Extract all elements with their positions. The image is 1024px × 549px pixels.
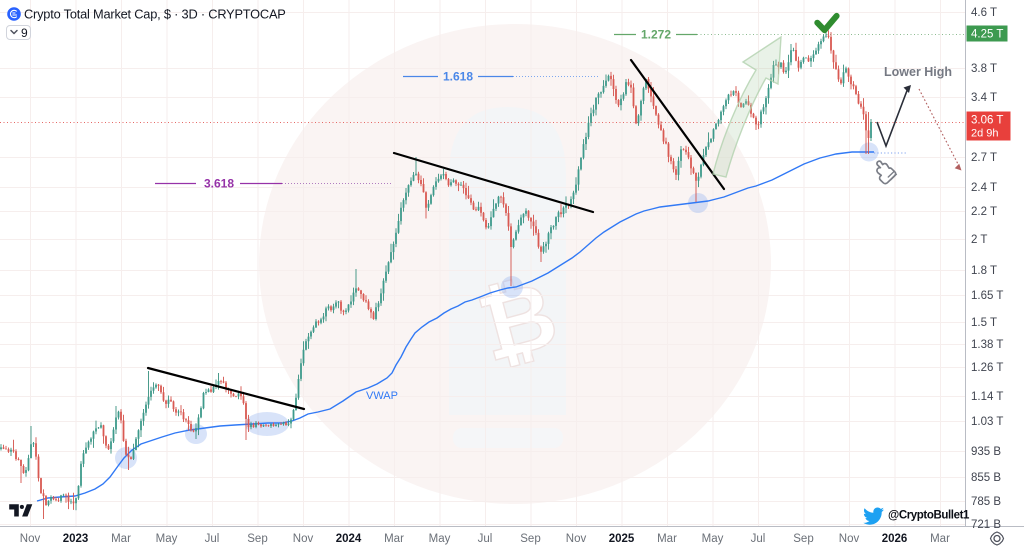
svg-text:855 B: 855 B [971,472,1001,484]
svg-text:935 B: 935 B [971,446,1001,458]
svg-text:Mar: Mar [930,533,950,545]
svg-text:Nov: Nov [293,533,314,545]
svg-text:May: May [429,533,451,545]
svg-text:Jul: Jul [751,533,766,545]
svg-text:2026: 2026 [882,533,908,545]
svg-text:2d 9h: 2d 9h [971,128,999,140]
svg-text:Sep: Sep [247,533,267,545]
svg-text:Sep: Sep [793,533,813,545]
svg-text:2.7 T: 2.7 T [971,152,997,164]
svg-text:4.25 T: 4.25 T [971,29,1003,41]
svg-text:Mar: Mar [384,533,404,545]
svg-text:785 B: 785 B [971,496,1001,508]
svg-text:3.06 T: 3.06 T [971,115,1003,127]
svg-text:May: May [702,533,724,545]
svg-text:1.38 T: 1.38 T [971,339,1003,351]
svg-text:3.618: 3.618 [204,177,234,191]
svg-text:3.4 T: 3.4 T [971,92,997,104]
svg-text:3.8 T: 3.8 T [971,63,997,75]
svg-text:4.6 T: 4.6 T [971,7,997,19]
svg-text:Mar: Mar [657,533,677,545]
svg-text:1.65 T: 1.65 T [971,290,1003,302]
svg-text:1.26 T: 1.26 T [971,362,1003,374]
svg-text:2023: 2023 [63,533,89,545]
svg-text:@CryptoBullet1: @CryptoBullet1 [888,510,970,522]
svg-text:Mar: Mar [111,533,131,545]
svg-text:2024: 2024 [336,533,362,545]
svg-text:1.14 T: 1.14 T [971,391,1003,403]
svg-text:9: 9 [21,26,28,40]
svg-text:Nov: Nov [839,533,860,545]
svg-text:Sep: Sep [520,533,540,545]
svg-text:1.8 T: 1.8 T [971,265,997,277]
svg-text:May: May [156,533,178,545]
svg-text:1.618: 1.618 [443,70,473,84]
svg-text:2.4 T: 2.4 T [971,182,997,194]
svg-text:Jul: Jul [478,533,493,545]
svg-text:2 T: 2 T [971,234,987,246]
svg-text:1.272: 1.272 [641,28,671,42]
svg-text:2025: 2025 [609,533,635,545]
svg-text:2.2 T: 2.2 T [971,206,997,218]
svg-text:721 B: 721 B [971,519,1001,531]
svg-text:Lower High: Lower High [884,65,952,79]
svg-text:Nov: Nov [566,533,587,545]
svg-text:Nov: Nov [20,533,41,545]
svg-text:1.03 T: 1.03 T [971,416,1003,428]
svg-text:1.5 T: 1.5 T [971,317,997,329]
svg-text:Jul: Jul [205,533,220,545]
svg-text:Crypto Total Market Cap, $ · 3: Crypto Total Market Cap, $ · 3D · CRYPTO… [24,7,286,22]
svg-text:VWAP: VWAP [366,390,398,402]
